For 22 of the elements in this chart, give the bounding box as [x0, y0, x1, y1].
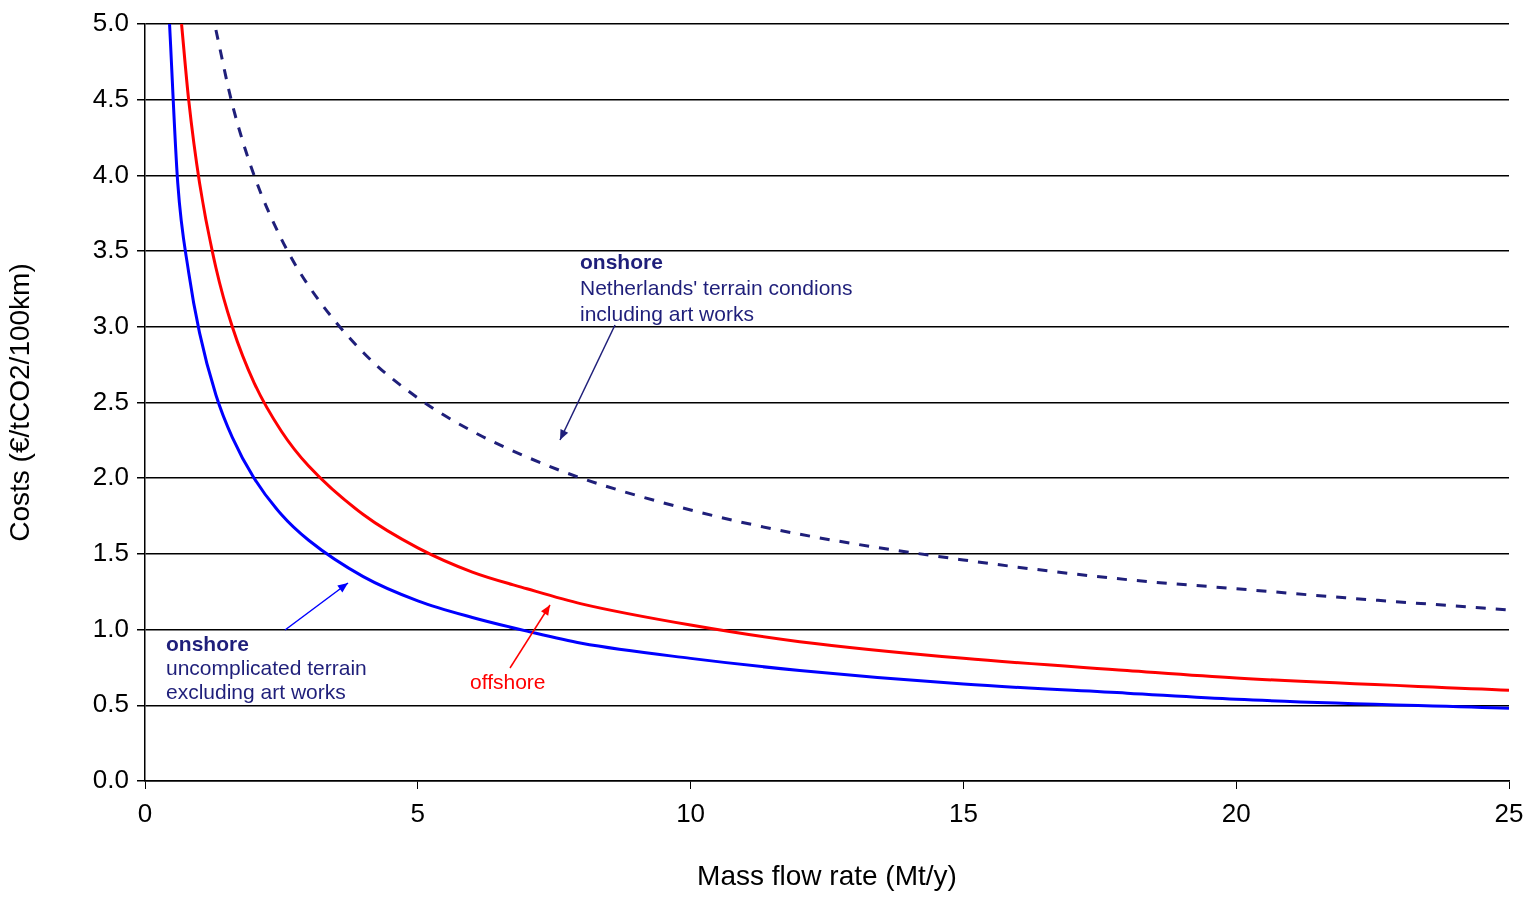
y-tick-label: 1.5 — [92, 537, 129, 568]
x-tick-label: 0 — [137, 797, 153, 828]
y-tick-label: 3.0 — [92, 309, 129, 340]
y-axis-title: Costs (€/tCO2/100km) — [3, 263, 35, 542]
x-tick-label: 20 — [1221, 797, 1251, 828]
annotation: onshore Netherlands' terrain condions including art works — [580, 249, 853, 325]
x-tick-label: 5 — [410, 797, 426, 828]
y-tick-label: 3.5 — [92, 234, 129, 265]
y-tick-label: 4.5 — [92, 82, 129, 113]
y-tick-label: 4.0 — [92, 158, 129, 189]
y-tick-label: 2.0 — [92, 461, 129, 492]
x-tick-label: 25 — [1494, 797, 1524, 828]
annotation: offshore — [470, 669, 546, 693]
y-tick-label: 0.5 — [92, 688, 129, 719]
y-tick-label: 1.0 — [92, 612, 129, 643]
annotation: onshore uncomplicated terrain excluding art works — [166, 631, 367, 703]
y-tick-label: 2.5 — [92, 385, 129, 416]
x-tick-label: 15 — [948, 797, 978, 828]
y-tick-label: 0.0 — [92, 764, 129, 795]
y-tick-label: 5.0 — [92, 7, 129, 38]
x-tick-label: 10 — [676, 797, 706, 828]
x-axis-title: Mass flow rate (Mt/y) — [697, 859, 957, 891]
